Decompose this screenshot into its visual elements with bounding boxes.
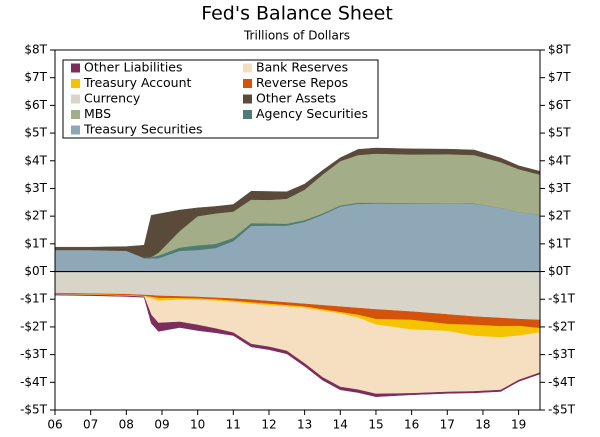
y-tick-label-right: -$5T [548,403,576,417]
x-tick-label: 16 [404,418,419,432]
y-tick-label-right: $8T [548,43,571,57]
legend-swatch [243,110,252,119]
legend-swatch [71,63,80,73]
y-tick-label: -$2T [20,319,48,333]
y-tick-label: -$1T [20,292,48,306]
y-tick-label: -$3T [20,347,48,361]
legend-label: Reverse Repos [256,75,348,90]
legend-swatch [71,125,80,135]
y-tick-label-right: -$2T [548,319,576,333]
y-tick-label: $1T [24,236,47,250]
y-tick-label: $2T [24,209,47,223]
x-tick-label: 13 [297,418,312,432]
legend-swatch [243,94,252,104]
y-tick-label-right: $5T [548,126,571,140]
plot-frame [54,49,541,411]
y-tick-label-right: $3T [548,181,571,195]
y-tick-label-right: $4T [548,153,571,167]
legend-label: Treasury Securities [83,122,203,137]
legend-label: Agency Securities [256,106,368,121]
x-tick-label: 07 [83,418,98,432]
y-tick-label-right: $1T [548,236,571,250]
legend-label: Other Assets [256,91,336,106]
y-tick-label: -$4T [20,375,48,389]
y-tick-label-right: $2T [548,209,571,223]
x-tick-label: 08 [119,418,134,432]
y-tick-label: $8T [24,43,47,57]
x-tick-label: 12 [261,418,276,432]
plot-areas [54,147,541,397]
y-tick-label-right: $7T [548,70,571,84]
y-tick-label: $6T [24,98,47,112]
legend-label: MBS [84,106,111,121]
y-tick-label: -$5T [20,403,48,417]
y-tick-label-right: $0T [548,264,571,278]
legend-swatch [71,94,80,104]
y-tick-label-right: $6T [548,98,571,112]
y-tick-label: $0T [24,264,47,278]
legend-label: Other Liabilities [84,60,183,75]
legend-swatch [243,79,252,88]
chart-title: Fed's Balance Sheet [201,3,393,25]
legend-label: Bank Reserves [256,60,348,75]
y-tick-label-right: -$3T [548,347,576,361]
x-tick-label: 10 [190,418,205,432]
y-tick-label-right: -$4T [548,375,576,389]
x-tick-label: 17 [440,418,455,432]
x-tick-label: 18 [475,418,490,432]
y-tick-label-right: -$1T [548,292,576,306]
x-tick-label: 06 [47,418,62,432]
x-tick-label: 19 [511,418,526,432]
x-tick-label: 09 [154,418,169,432]
y-tick-label: $4T [24,153,47,167]
y-tick-label: $7T [24,70,47,84]
legend-label: Currency [84,91,141,106]
x-tick-label: 11 [226,418,241,432]
y-tick-label: $3T [24,181,47,195]
legend-swatch [243,63,252,73]
legend-swatch [71,79,80,88]
chart-subtitle: Trillions of Dollars [243,29,350,43]
legend-label: Treasury Account [83,75,192,90]
legend-box [62,59,379,139]
y-tick-label: $5T [24,126,47,140]
legend-swatch [71,110,80,119]
x-tick-label: 14 [333,418,348,432]
x-tick-label: 15 [368,418,383,432]
